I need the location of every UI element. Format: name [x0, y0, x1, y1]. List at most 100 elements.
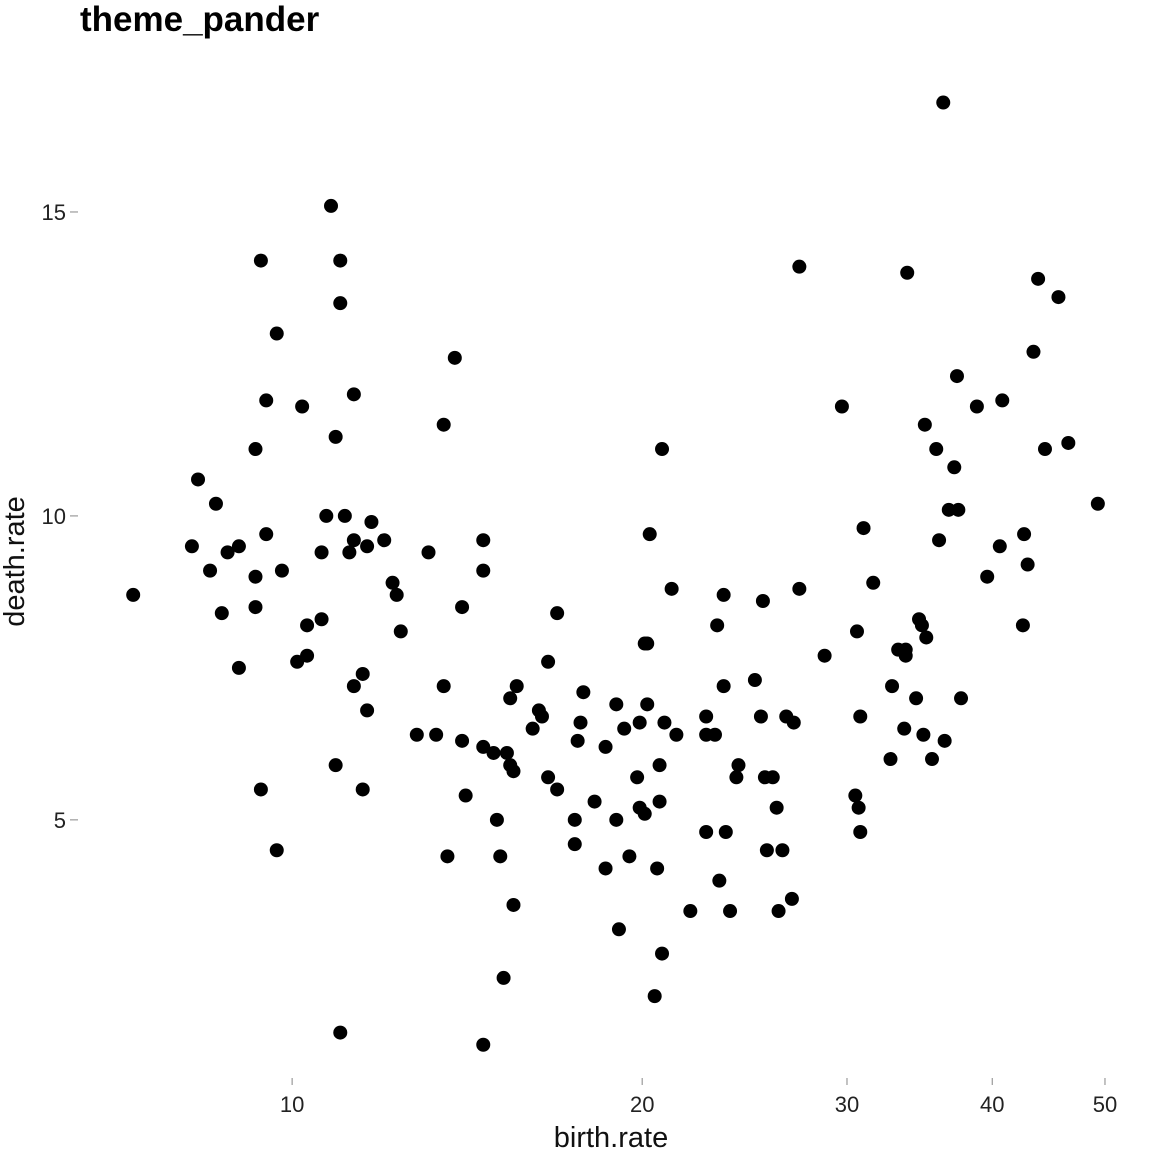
data-point	[1031, 271, 1046, 286]
data-point	[598, 861, 613, 876]
data-point	[947, 460, 962, 475]
data-point	[506, 897, 521, 912]
data-point	[729, 770, 744, 785]
points-layer	[126, 95, 1105, 1052]
data-point	[360, 539, 375, 554]
x-tick-label: 20	[630, 1092, 654, 1117]
data-point	[253, 253, 268, 268]
data-point	[248, 442, 263, 457]
data-point	[954, 691, 969, 706]
data-point	[630, 770, 645, 785]
data-point	[259, 393, 274, 408]
data-point	[355, 666, 370, 681]
data-point	[360, 703, 375, 718]
data-point	[917, 417, 932, 432]
data-point	[951, 502, 966, 517]
data-point	[248, 600, 263, 615]
data-point	[455, 600, 470, 615]
data-point	[389, 587, 404, 602]
data-point	[980, 569, 995, 584]
data-point	[509, 679, 524, 694]
data-point	[421, 545, 436, 560]
data-point	[937, 733, 952, 748]
data-point	[385, 575, 400, 590]
data-point	[655, 442, 670, 457]
data-point	[753, 709, 768, 724]
data-point	[650, 861, 665, 876]
data-point	[622, 849, 637, 864]
data-point	[914, 618, 929, 633]
data-point	[707, 727, 722, 742]
data-point	[792, 259, 807, 274]
data-point	[436, 417, 451, 432]
data-point	[712, 873, 727, 888]
data-point	[570, 733, 585, 748]
data-point	[493, 849, 508, 864]
data-point	[567, 837, 582, 852]
data-point	[995, 393, 1010, 408]
data-point	[259, 527, 274, 542]
data-point	[640, 697, 655, 712]
data-point	[274, 563, 289, 578]
data-point	[683, 904, 698, 919]
data-point	[885, 679, 900, 694]
data-point	[1017, 527, 1032, 542]
data-point	[856, 521, 871, 536]
data-point	[409, 727, 424, 742]
data-point	[476, 739, 491, 754]
data-point	[849, 624, 864, 639]
data-point	[476, 563, 491, 578]
data-point	[440, 849, 455, 864]
data-point	[611, 922, 626, 937]
data-point	[916, 727, 931, 742]
data-point	[655, 946, 670, 961]
data-point	[929, 442, 944, 457]
data-point	[231, 539, 246, 554]
data-point	[710, 618, 725, 633]
data-point	[550, 606, 565, 621]
data-point	[775, 843, 790, 858]
data-point	[759, 843, 774, 858]
data-point	[784, 891, 799, 906]
data-point	[1090, 496, 1105, 511]
y-axis: 5 10 15	[42, 200, 78, 833]
data-point	[598, 739, 613, 754]
y-axis-title: death.rate	[0, 496, 31, 627]
data-point	[637, 806, 652, 821]
data-point	[319, 508, 334, 523]
data-point	[499, 745, 514, 760]
data-point	[853, 825, 868, 840]
data-point	[503, 691, 518, 706]
data-point	[333, 1025, 348, 1040]
data-point	[699, 825, 714, 840]
data-point	[220, 545, 235, 560]
data-point	[541, 654, 556, 669]
data-point	[231, 660, 246, 675]
x-tick-label: 40	[980, 1092, 1004, 1117]
data-point	[723, 904, 738, 919]
data-point	[936, 95, 951, 110]
data-point	[647, 989, 662, 1004]
data-point	[364, 514, 379, 529]
data-point	[587, 794, 602, 809]
data-point	[393, 624, 408, 639]
data-point	[1015, 618, 1030, 633]
data-point	[640, 636, 655, 651]
data-point	[669, 727, 684, 742]
data-point	[747, 673, 762, 688]
data-point	[324, 198, 339, 213]
data-point	[476, 533, 491, 548]
data-point	[333, 296, 348, 311]
data-point	[214, 606, 229, 621]
data-point	[1026, 344, 1041, 359]
x-axis-title: birth.rate	[554, 1122, 668, 1152]
data-point	[208, 496, 223, 511]
data-point	[992, 539, 1007, 554]
data-point	[191, 472, 206, 487]
data-point	[506, 764, 521, 779]
data-point	[1037, 442, 1052, 457]
data-point	[716, 679, 731, 694]
data-point	[900, 265, 915, 280]
